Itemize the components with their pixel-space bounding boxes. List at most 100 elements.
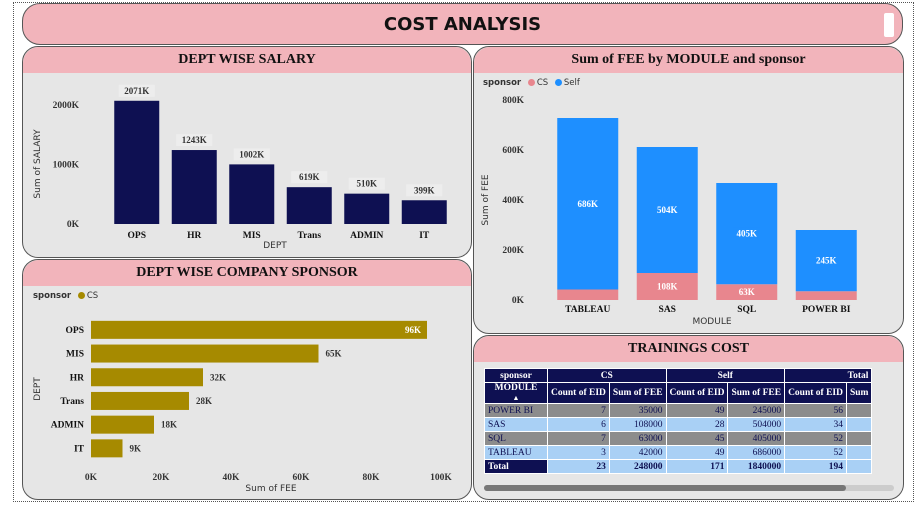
table-cell: SAS xyxy=(484,417,548,432)
x-tick-label: OPS xyxy=(128,231,146,241)
y-tick-label: IT xyxy=(74,444,85,454)
data-label-bg xyxy=(732,227,761,241)
table-cell xyxy=(845,417,873,432)
bar xyxy=(401,200,447,224)
table-header-columns: MODULE ▲ Count of EID Sum of FEE Count of… xyxy=(484,382,873,404)
header-cell[interactable]: MODULE ▲ xyxy=(484,382,548,404)
data-label-bg xyxy=(732,285,761,299)
x-tick-label: TABLEAU xyxy=(565,305,610,315)
banner-scroll-handle[interactable] xyxy=(884,13,894,37)
y-axis-title: Sum of FEE xyxy=(481,174,491,225)
sponsor-legend-cs[interactable]: CS xyxy=(86,291,99,301)
data-label: 245K xyxy=(816,256,837,266)
fee-legend-cs[interactable]: CS xyxy=(536,78,549,88)
y-tick-label: 200K xyxy=(502,246,524,256)
table-row[interactable]: TABLEAU 3 42000 49 686000 52 xyxy=(484,445,873,460)
x-tick-label: MIS xyxy=(243,231,261,241)
y-tick-label: 1000K xyxy=(53,161,80,171)
header-cell[interactable]: Self xyxy=(665,368,786,383)
salary-chart: 0K 1000K 2000K Sum of SALARY 2071K OPS 1243K HR… xyxy=(33,84,447,251)
salary-panel: DEPT WISE SALARY 0K 1000K 2000K Sum of SALA… xyxy=(22,46,472,258)
sponsor-title: DEPT WISE COMPANY SPONSOR xyxy=(23,260,471,286)
x-tick-label: POWER BI xyxy=(802,305,851,315)
table-cell: 1840000 xyxy=(727,459,786,474)
header-cell[interactable]: Count of EID xyxy=(547,382,610,404)
y-tick-label: Trans xyxy=(60,397,84,407)
header-cell[interactable]: sponsor xyxy=(484,368,548,383)
table-row[interactable]: POWER BI 7 35000 49 245000 56 xyxy=(484,403,873,418)
table-cell: 3 xyxy=(547,445,610,460)
x-tick-label: 0K xyxy=(85,473,98,483)
y-tick-label: MIS xyxy=(66,350,84,360)
header-cell[interactable]: Total xyxy=(784,368,873,383)
bar xyxy=(91,368,203,387)
y-tick-label: 2000K xyxy=(53,101,80,111)
data-label: 96K xyxy=(405,325,421,335)
table-cell: 6 xyxy=(547,417,610,432)
table-cell xyxy=(845,431,873,446)
scrollbar-thumb[interactable] xyxy=(484,485,846,491)
bar xyxy=(114,100,160,224)
table-cell: 108000 xyxy=(608,417,667,432)
header-cell[interactable]: CS xyxy=(547,368,667,383)
y-tick-label: ADMIN xyxy=(51,421,84,431)
data-label: 504K xyxy=(657,205,678,215)
y-tick-label: 600K xyxy=(502,146,524,156)
fee-legend-self[interactable]: Self xyxy=(563,78,580,88)
table-horizontal-scrollbar[interactable] xyxy=(484,485,894,491)
table-cell: 7 xyxy=(547,403,610,418)
bar xyxy=(91,391,189,410)
data-label-bg xyxy=(348,177,385,190)
data-label: 1243K xyxy=(182,135,207,145)
table-cell: 34 xyxy=(784,417,847,432)
table-cell: POWER BI xyxy=(484,403,548,418)
header-cell[interactable]: Sum xyxy=(845,382,873,404)
data-label-bg xyxy=(573,197,602,211)
data-label-bg xyxy=(291,171,328,184)
x-axis-title: DEPT xyxy=(263,241,287,251)
table-cell: 171 xyxy=(665,459,729,474)
header-cell[interactable]: Sum of FEE xyxy=(608,382,667,404)
x-tick-label: HR xyxy=(187,231,201,241)
table-cell: 23 xyxy=(547,459,610,474)
table-cell xyxy=(845,445,873,460)
bar xyxy=(344,193,390,224)
data-label: 108K xyxy=(657,282,678,292)
sort-ascending-icon[interactable]: ▲ xyxy=(512,394,520,402)
header-cell[interactable]: Count of EID xyxy=(665,382,729,404)
x-tick-label: 60K xyxy=(293,473,311,483)
x-tick-label: ADMIN xyxy=(350,231,383,241)
table-cell: 504000 xyxy=(727,417,786,432)
data-label: 619K xyxy=(299,172,320,182)
table-cell: 245000 xyxy=(727,403,786,418)
y-tick-label: 0K xyxy=(67,220,80,230)
header-cell[interactable]: Sum of FEE xyxy=(727,382,786,404)
x-tick-label: SQL xyxy=(737,305,756,315)
table-cell: 248000 xyxy=(608,459,667,474)
trainings-panel: TRAININGS COST sponsor CS Self Total MOD… xyxy=(473,335,904,500)
table-cell xyxy=(845,403,873,418)
table-cell: 49 xyxy=(665,403,729,418)
table-cell: 35000 xyxy=(608,403,667,418)
data-label: 9K xyxy=(130,443,142,453)
table-row[interactable]: SAS 6 108000 28 504000 34 xyxy=(484,417,873,432)
header-cell[interactable]: Count of EID xyxy=(784,382,847,404)
data-label: 28K xyxy=(196,396,212,406)
data-label-bg xyxy=(233,148,270,161)
table-cell: 194 xyxy=(784,459,847,474)
page-title: COST ANALYSIS xyxy=(383,14,542,35)
table-row[interactable]: SQL 7 63000 45 405000 52 xyxy=(484,431,873,446)
y-axis-title: Sum of SALARY xyxy=(33,129,43,199)
fee-title: Sum of FEE by MODULE and sponsor xyxy=(474,47,903,73)
data-label: 63K xyxy=(739,287,755,297)
table-cell: 52 xyxy=(784,445,847,460)
table-total-row[interactable]: Total 23 248000 171 1840000 194 xyxy=(484,459,873,474)
y-axis-title: DEPT xyxy=(33,377,43,401)
table-cell: 49 xyxy=(665,445,729,460)
fee-legend: sponsor CS Self xyxy=(483,78,580,88)
x-tick-label: 100K xyxy=(430,473,452,483)
table-cell: 7 xyxy=(547,431,610,446)
data-label-bg xyxy=(812,254,841,268)
bar xyxy=(229,164,275,224)
cs-legend-dot-icon xyxy=(527,79,535,86)
